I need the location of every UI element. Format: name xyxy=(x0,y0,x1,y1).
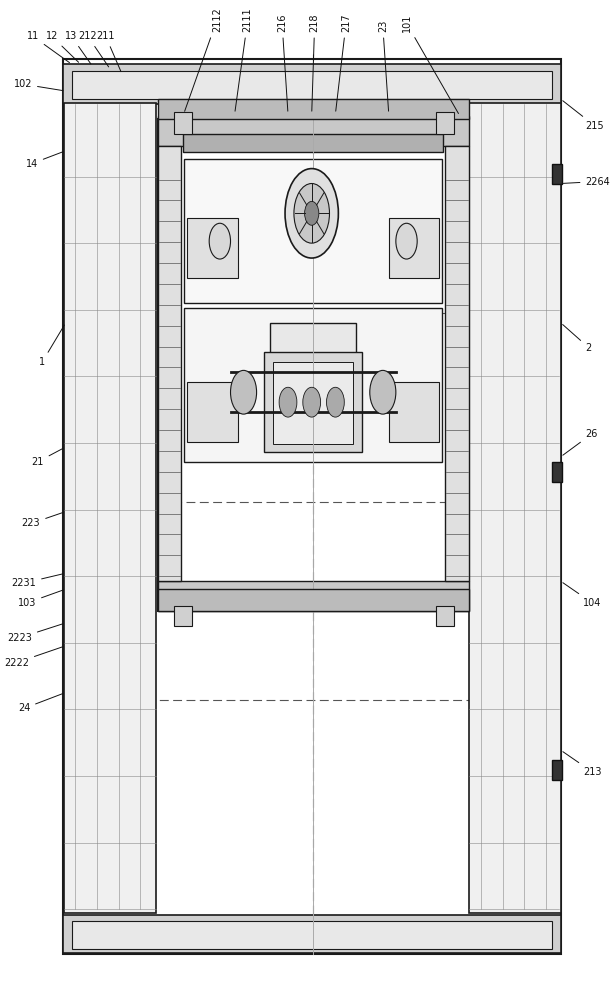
Text: 2264: 2264 xyxy=(564,177,610,187)
Text: 1: 1 xyxy=(39,325,64,367)
Bar xyxy=(469,103,561,913)
Bar xyxy=(158,116,469,146)
Bar xyxy=(174,606,192,626)
Bar xyxy=(174,112,192,134)
Circle shape xyxy=(294,184,330,243)
Circle shape xyxy=(279,387,297,417)
Text: 13: 13 xyxy=(65,31,91,64)
Text: 24: 24 xyxy=(18,693,63,713)
Bar xyxy=(158,99,469,119)
Bar xyxy=(184,159,442,303)
Bar xyxy=(182,134,444,152)
Circle shape xyxy=(285,169,338,258)
Bar xyxy=(63,64,561,104)
Text: 2222: 2222 xyxy=(4,647,63,668)
Text: 101: 101 xyxy=(402,14,458,114)
Circle shape xyxy=(230,370,257,414)
Bar xyxy=(63,59,561,954)
Bar xyxy=(187,382,238,442)
Circle shape xyxy=(326,387,344,417)
Bar xyxy=(184,308,442,462)
Text: 103: 103 xyxy=(18,590,63,608)
Bar xyxy=(64,103,156,913)
Bar xyxy=(552,164,562,184)
Text: 213: 213 xyxy=(563,752,602,777)
Text: 14: 14 xyxy=(26,152,63,169)
Text: 223: 223 xyxy=(22,512,63,528)
Circle shape xyxy=(304,201,319,225)
Bar xyxy=(71,71,552,99)
Bar xyxy=(436,112,454,134)
Text: 21: 21 xyxy=(31,448,63,467)
Text: 104: 104 xyxy=(563,583,601,608)
Text: 218: 218 xyxy=(310,14,320,111)
Bar xyxy=(158,581,469,611)
Text: 211: 211 xyxy=(97,31,121,72)
Circle shape xyxy=(303,387,320,417)
Text: 2111: 2111 xyxy=(235,8,253,111)
Text: 2231: 2231 xyxy=(12,574,63,588)
Bar xyxy=(552,462,562,482)
Text: 26: 26 xyxy=(563,429,598,455)
Bar xyxy=(158,146,181,581)
Text: 217: 217 xyxy=(336,14,351,111)
Bar xyxy=(552,760,562,780)
Circle shape xyxy=(396,223,417,259)
Bar xyxy=(389,382,439,442)
Text: 212: 212 xyxy=(79,31,108,67)
Circle shape xyxy=(209,223,230,259)
Text: 102: 102 xyxy=(14,79,63,91)
Bar xyxy=(71,921,552,949)
Text: 2112: 2112 xyxy=(185,8,222,111)
Circle shape xyxy=(370,370,396,414)
Text: 2: 2 xyxy=(562,325,592,353)
Text: 215: 215 xyxy=(563,101,604,131)
Text: 12: 12 xyxy=(46,31,79,62)
Bar xyxy=(436,606,454,626)
Text: 23: 23 xyxy=(378,20,389,111)
Bar xyxy=(445,146,469,581)
Text: 11: 11 xyxy=(27,31,70,63)
Text: 216: 216 xyxy=(277,14,288,111)
Bar xyxy=(187,218,238,278)
Text: 2223: 2223 xyxy=(7,624,63,643)
Bar xyxy=(270,323,356,442)
Bar xyxy=(389,218,439,278)
Bar xyxy=(273,362,353,444)
Bar xyxy=(158,589,469,611)
Bar xyxy=(264,352,362,452)
Bar xyxy=(63,915,561,953)
Bar xyxy=(158,119,469,611)
